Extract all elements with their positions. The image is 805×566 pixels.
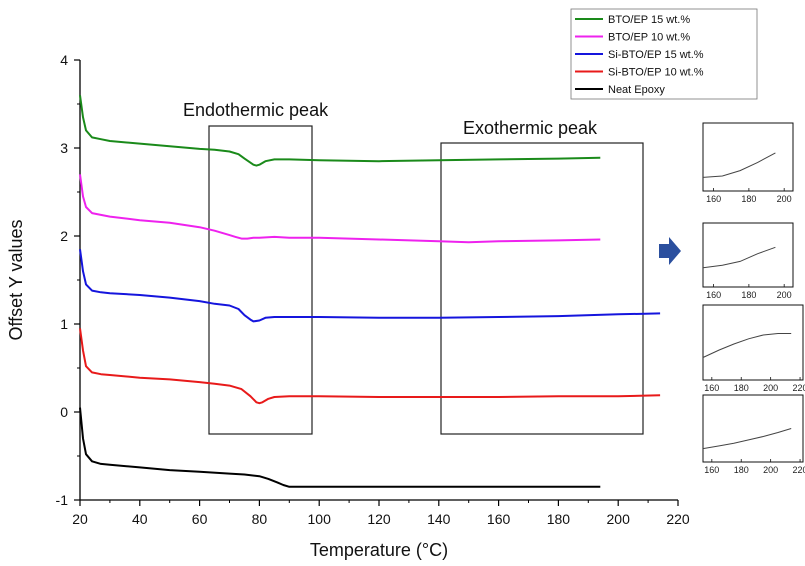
inset-line	[702, 152, 776, 178]
endothermic-peak-box	[208, 125, 313, 435]
legend-label: Neat Epoxy	[608, 84, 665, 96]
inset-line	[702, 246, 776, 269]
inset-plot-2: 160 180 200 220	[702, 304, 805, 393]
arrow-right-icon	[659, 237, 681, 265]
x-tick-label: 20	[72, 511, 88, 527]
inset-plots: 160 180 200 160 180 200 160 180 200 220 160 180 200 2…	[702, 122, 805, 475]
y-tick-label: -1	[56, 492, 69, 508]
x-tick-label: 40	[132, 511, 148, 527]
inset-tick-label: 220	[793, 465, 805, 475]
inset-tick-label: 160	[704, 465, 719, 475]
inset-plot-1: 160 180 200	[702, 222, 794, 300]
x-tick-label: 120	[367, 511, 391, 527]
inset-frame	[702, 222, 794, 288]
exothermic-peak-box	[440, 142, 644, 435]
inset-plot-0: 160 180 200	[702, 122, 794, 204]
inset-tick-label: 160	[704, 383, 719, 393]
exothermic-peak-label: Exothermic peak	[463, 118, 598, 138]
inset-frame	[702, 394, 804, 463]
x-axis-title: Temperature (°C)	[310, 540, 448, 560]
y-tick-label: 4	[60, 52, 68, 68]
legend: BTO/EP 15 wt.% BTO/EP 10 wt.% Si-BTO/EP 15…	[570, 8, 758, 100]
x-tick-label: 180	[547, 511, 571, 527]
inset-tick-label: 200	[763, 383, 778, 393]
legend-items: BTO/EP 15 wt.% BTO/EP 10 wt.% Si-BTO/EP 15…	[575, 14, 704, 96]
inset-tick-label: 180	[741, 290, 756, 300]
series-line-1	[79, 174, 601, 244]
x-tick-label: 100	[308, 511, 332, 527]
inset-frame	[702, 304, 804, 381]
legend-label: BTO/EP 10 wt.%	[608, 32, 690, 44]
x-tick-label: 220	[666, 511, 690, 527]
series-line-3	[79, 328, 661, 405]
inset-tick-label: 180	[734, 383, 749, 393]
inset-tick-label: 160	[706, 290, 721, 300]
y-tick-label: 3	[60, 140, 68, 156]
endothermic-peak-label: Endothermic peak	[183, 100, 329, 120]
y-tick-label: 0	[60, 404, 68, 420]
x-tick-label: 60	[192, 511, 208, 527]
series-line-0	[79, 95, 601, 167]
inset-frame	[702, 122, 794, 192]
inset-tick-label: 160	[706, 194, 721, 204]
x-tick-label: 200	[607, 511, 631, 527]
x-tick-label: 140	[427, 511, 451, 527]
inset-line	[702, 333, 792, 358]
series-line-4	[79, 407, 601, 488]
inset-tick-label: 200	[777, 194, 792, 204]
y-ticks: -1 0 1 2 3 4	[56, 52, 80, 508]
y-axis-title: Offset Y values	[6, 219, 26, 340]
inset-line	[702, 428, 792, 450]
y-tick-label: 2	[60, 228, 68, 244]
series-line-2	[79, 249, 661, 323]
inset-tick-label: 220	[793, 383, 805, 393]
inset-plot-3: 160 180 200 220	[702, 394, 805, 475]
inset-tick-label: 200	[777, 290, 792, 300]
legend-label: BTO/EP 15 wt.%	[608, 14, 690, 26]
inset-tick-label: 180	[741, 194, 756, 204]
inset-tick-label: 200	[763, 465, 778, 475]
series-lines	[79, 95, 661, 488]
x-tick-label: 80	[252, 511, 268, 527]
main-plot: 20 40 60 80 100 120 140 160 180 200 220 -1 0 1 2 3 4 En…	[6, 52, 690, 560]
x-ticks: 20 40 60 80 100 120 140 160 180 200 220	[72, 500, 690, 527]
y-tick-label: 1	[60, 316, 68, 332]
legend-label: Si-BTO/EP 15 wt.%	[608, 49, 704, 61]
legend-label: Si-BTO/EP 10 wt.%	[608, 67, 704, 79]
inset-tick-label: 180	[734, 465, 749, 475]
annotation-boxes: Endothermic peak Exothermic peak	[183, 100, 644, 435]
x-tick-label: 160	[487, 511, 511, 527]
